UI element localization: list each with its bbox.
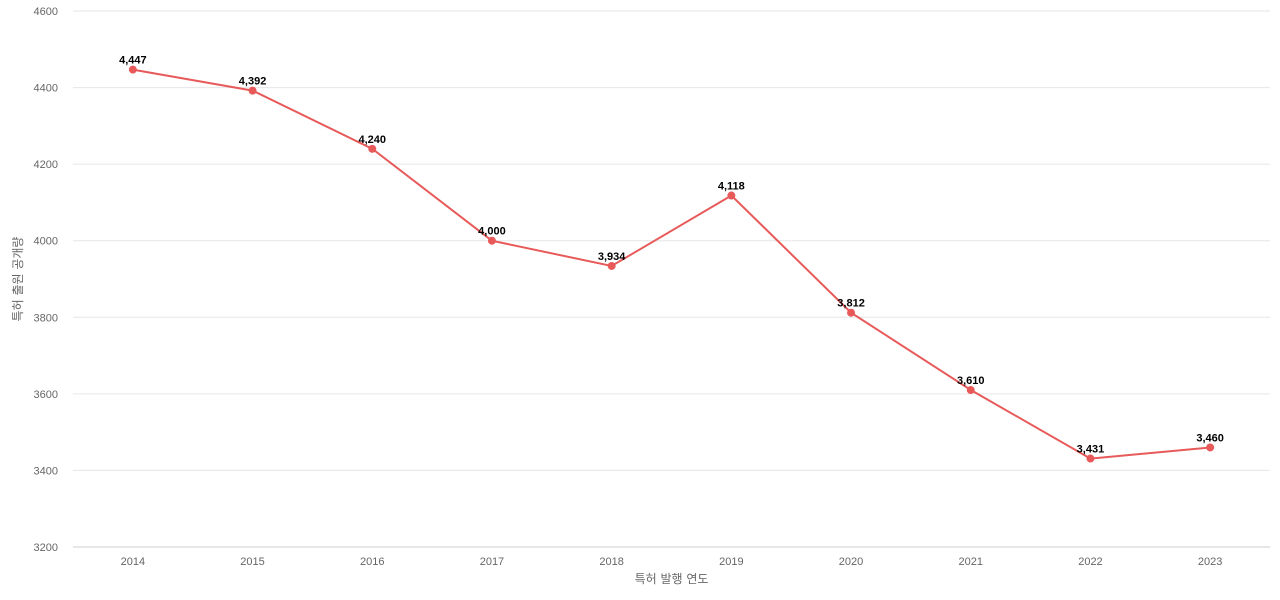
- x-tick-label: 2021: [959, 556, 983, 568]
- x-axis-title: 특허 발행 연도: [635, 571, 709, 586]
- x-axis-ticks: 2014 2015 2016 2017 2018 2019 2020 2021 2022 2023: [121, 556, 1223, 568]
- data-point: [128, 65, 137, 74]
- data-point: [966, 386, 975, 395]
- x-tick-label: 2017: [480, 556, 504, 568]
- data-label: 4,447: [119, 55, 147, 67]
- x-tick-label: 2022: [1078, 556, 1102, 568]
- x-tick-label: 2015: [240, 556, 264, 568]
- data-label: 3,812: [837, 298, 865, 310]
- data-label: 4,392: [239, 76, 267, 88]
- data-label: 3,610: [957, 375, 985, 387]
- y-tick-label: 3600: [34, 389, 58, 401]
- y-tick-label: 4000: [34, 236, 58, 248]
- data-point: [487, 236, 496, 245]
- data-label: 3,431: [1077, 444, 1105, 456]
- x-tick-label: 2023: [1198, 556, 1222, 568]
- y-tick-label: 4200: [34, 159, 58, 171]
- data-label: 3,934: [598, 251, 626, 263]
- data-point: [1086, 454, 1095, 463]
- data-point: [368, 144, 377, 153]
- y-tick-label: 3200: [34, 542, 58, 554]
- series-line: [132, 68, 1211, 460]
- data-point: [607, 261, 616, 270]
- grid-lines: [73, 10, 1270, 471]
- y-axis-title: 특허 출원 공개량: [11, 237, 25, 322]
- x-tick-label: 2019: [719, 556, 743, 568]
- y-axis-ticks: 3200 3400 3600 3800 4000 4200 4400 4600: [34, 6, 58, 554]
- data-label: 3,460: [1196, 432, 1224, 444]
- data-point: [248, 86, 257, 95]
- data-label: 4,000: [478, 226, 506, 238]
- x-tick-label: 2020: [839, 556, 863, 568]
- x-tick-label: 2018: [599, 556, 623, 568]
- data-point: [727, 191, 736, 200]
- y-tick-label: 4600: [34, 6, 58, 18]
- x-tick-label: 2014: [121, 556, 145, 568]
- y-tick-label: 3800: [34, 312, 58, 324]
- y-tick-label: 4400: [34, 83, 58, 95]
- x-tick-label: 2016: [360, 556, 384, 568]
- data-point: [1206, 443, 1215, 452]
- data-label: 4,118: [718, 181, 745, 193]
- data-point: [847, 308, 856, 317]
- data-points: [128, 65, 1215, 463]
- y-tick-label: 3400: [34, 465, 58, 477]
- data-labels: 4,447 4,392 4,240 4,000 3,934 4,118 3,812 3,610…: [119, 55, 1224, 456]
- data-label: 4,240: [358, 134, 386, 146]
